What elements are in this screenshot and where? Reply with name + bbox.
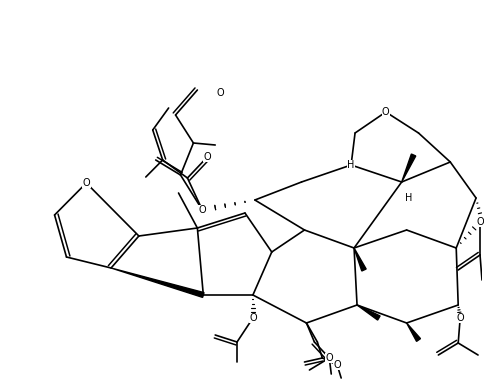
Polygon shape bbox=[407, 323, 421, 341]
Polygon shape bbox=[402, 154, 416, 182]
Text: O: O bbox=[249, 313, 257, 323]
Text: O: O bbox=[198, 205, 206, 215]
Text: O: O bbox=[333, 360, 341, 370]
Text: O: O bbox=[82, 178, 90, 188]
Text: H: H bbox=[348, 160, 355, 170]
Text: O: O bbox=[456, 313, 464, 323]
Text: O: O bbox=[382, 107, 390, 117]
Polygon shape bbox=[111, 268, 204, 297]
Polygon shape bbox=[357, 305, 380, 320]
Text: O: O bbox=[198, 205, 206, 215]
Text: O: O bbox=[476, 217, 484, 227]
Polygon shape bbox=[354, 248, 366, 271]
Text: O: O bbox=[325, 353, 333, 363]
Text: O: O bbox=[203, 152, 211, 162]
Text: O: O bbox=[216, 88, 224, 98]
Text: H: H bbox=[405, 193, 412, 203]
